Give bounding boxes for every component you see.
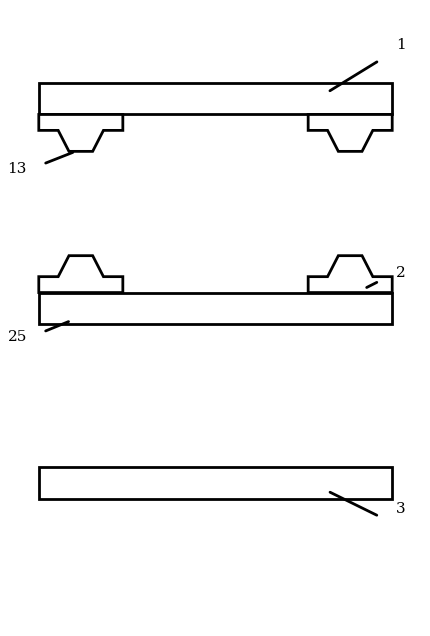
Text: 13: 13 (8, 162, 27, 176)
Polygon shape (307, 256, 391, 293)
Text: 2: 2 (395, 266, 405, 280)
Polygon shape (39, 467, 391, 499)
Polygon shape (39, 114, 123, 151)
Text: 25: 25 (8, 330, 27, 344)
Polygon shape (39, 83, 391, 114)
Polygon shape (39, 293, 391, 324)
Polygon shape (307, 114, 391, 151)
Text: 3: 3 (395, 502, 405, 516)
Text: 1: 1 (395, 38, 405, 52)
Polygon shape (39, 256, 123, 293)
